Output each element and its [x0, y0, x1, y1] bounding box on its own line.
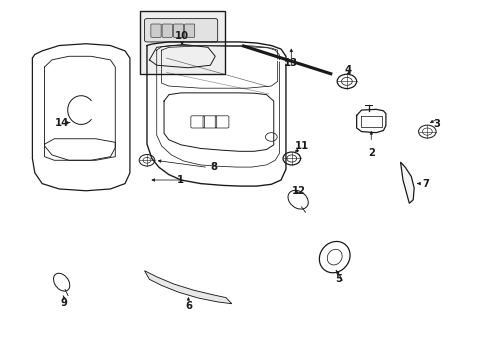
Text: 10: 10	[175, 31, 189, 41]
Text: 6: 6	[184, 301, 191, 311]
FancyBboxPatch shape	[151, 24, 161, 37]
Text: 8: 8	[210, 162, 217, 172]
Text: 3: 3	[433, 120, 440, 129]
FancyBboxPatch shape	[140, 12, 224, 74]
Text: 7: 7	[422, 179, 428, 189]
Polygon shape	[144, 271, 231, 304]
Text: 12: 12	[291, 186, 305, 197]
Text: 11: 11	[294, 141, 308, 151]
Text: 1: 1	[176, 175, 183, 185]
FancyBboxPatch shape	[162, 24, 172, 37]
FancyBboxPatch shape	[184, 24, 194, 37]
FancyBboxPatch shape	[173, 24, 183, 37]
Text: 2: 2	[367, 148, 374, 158]
Text: 5: 5	[334, 274, 342, 284]
Text: 4: 4	[344, 64, 351, 75]
Text: 14: 14	[54, 118, 69, 128]
FancyBboxPatch shape	[144, 19, 217, 42]
Text: 13: 13	[284, 58, 298, 68]
Polygon shape	[400, 162, 413, 203]
Text: 9: 9	[61, 298, 67, 308]
